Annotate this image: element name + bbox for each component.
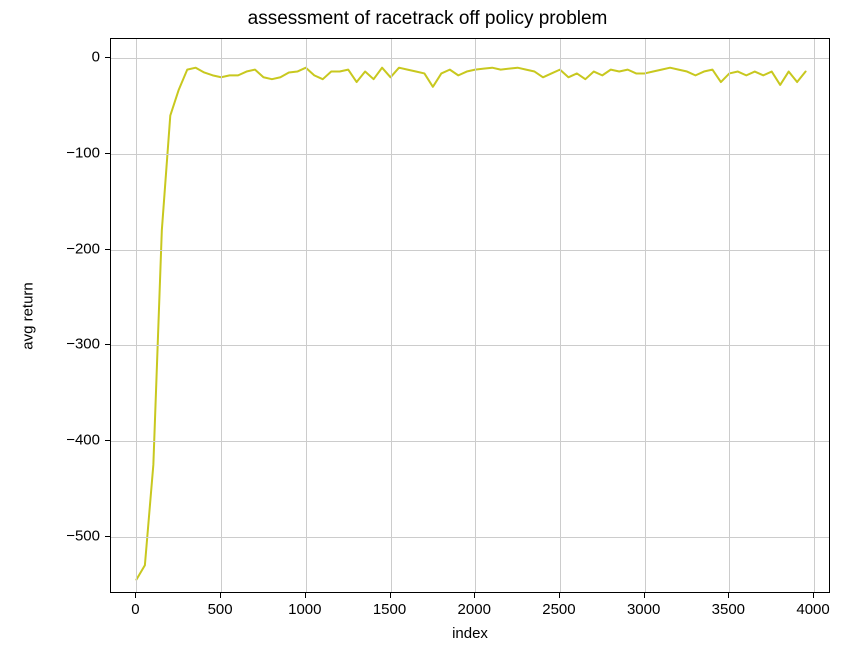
grid-line (729, 39, 730, 592)
grid-line (475, 39, 476, 592)
y-tick-label: −500 (66, 527, 100, 544)
x-tick-label: 3000 (627, 601, 660, 618)
y-tick-label: −200 (66, 240, 100, 257)
grid-line (306, 39, 307, 592)
x-tick-label: 1000 (288, 601, 321, 618)
x-tick (813, 593, 814, 598)
grid-line (111, 58, 829, 59)
y-tick (105, 344, 110, 345)
y-tick-label: 0 (92, 49, 100, 66)
grid-line (136, 39, 137, 592)
y-tick-label: −100 (66, 144, 100, 161)
y-tick (105, 440, 110, 441)
plot-area (110, 38, 830, 593)
y-tick-label: −400 (66, 431, 100, 448)
grid-line (814, 39, 815, 592)
grid-line (111, 154, 829, 155)
x-tick (305, 593, 306, 598)
y-tick-label: −300 (66, 336, 100, 353)
x-axis-label: index (452, 625, 488, 642)
data-line (111, 39, 831, 594)
x-tick (474, 593, 475, 598)
x-tick-label: 4000 (796, 601, 829, 618)
y-tick (105, 249, 110, 250)
x-tick (559, 593, 560, 598)
x-tick (220, 593, 221, 598)
x-tick (135, 593, 136, 598)
x-tick-label: 2000 (458, 601, 491, 618)
x-tick (728, 593, 729, 598)
grid-line (221, 39, 222, 592)
grid-line (391, 39, 392, 592)
grid-line (111, 441, 829, 442)
grid-line (111, 345, 829, 346)
grid-line (645, 39, 646, 592)
x-tick-label: 0 (131, 601, 139, 618)
x-tick-label: 1500 (373, 601, 406, 618)
grid-line (111, 537, 829, 538)
line-chart: assessment of racetrack off policy probl… (0, 0, 855, 658)
x-tick-label: 3500 (712, 601, 745, 618)
y-tick (105, 57, 110, 58)
x-tick-label: 2500 (542, 601, 575, 618)
x-tick (644, 593, 645, 598)
chart-title: assessment of racetrack off policy probl… (0, 8, 855, 30)
x-tick-label: 500 (208, 601, 233, 618)
grid-line (560, 39, 561, 592)
y-tick (105, 153, 110, 154)
y-tick (105, 536, 110, 537)
y-axis-label: avg return (20, 282, 37, 350)
x-tick (390, 593, 391, 598)
grid-line (111, 250, 829, 251)
